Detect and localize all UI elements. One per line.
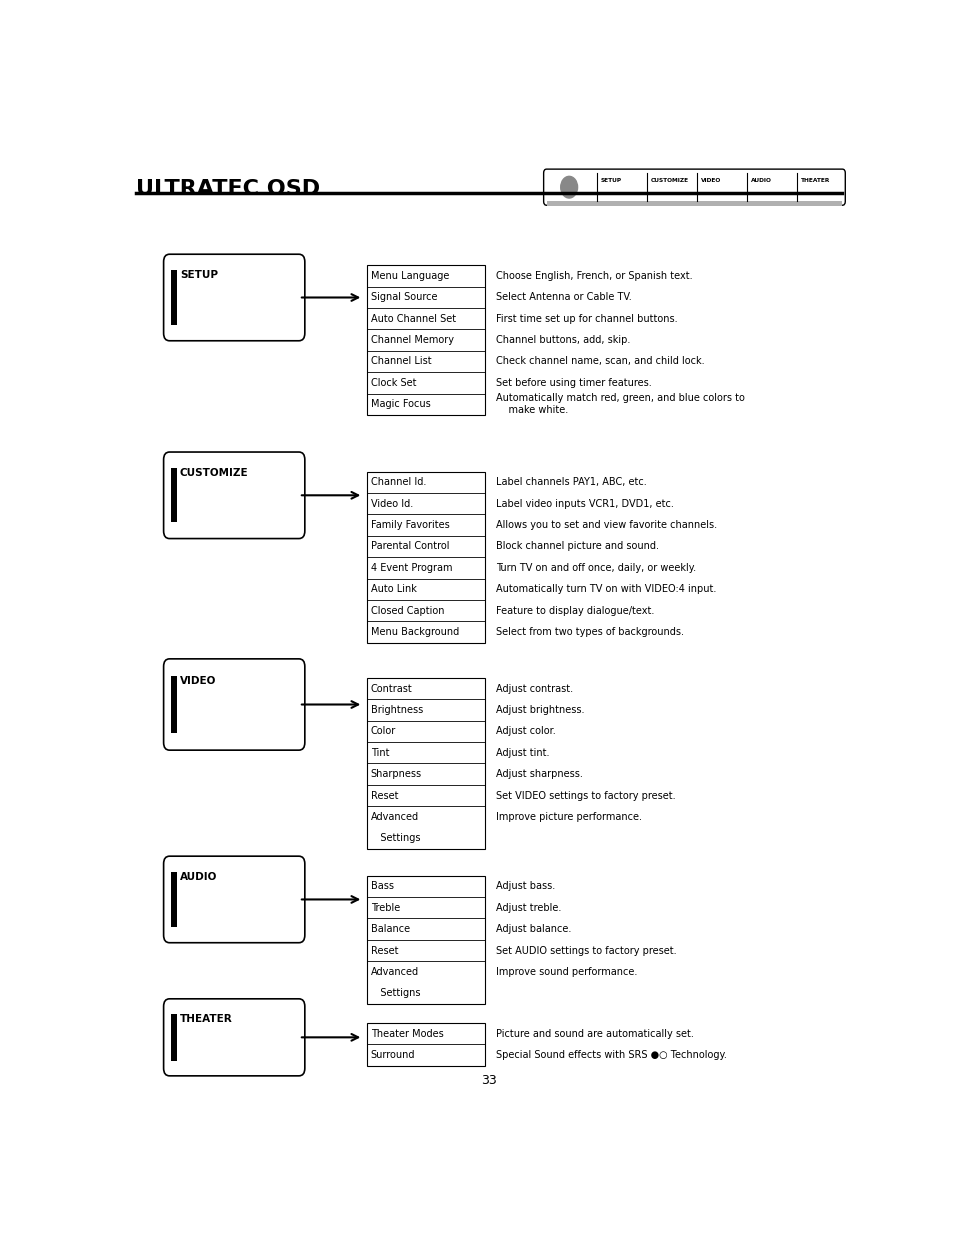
Text: Adjust contrast.: Adjust contrast. [496,684,573,694]
Text: Special Sound effects with SRS ●○ Technology.: Special Sound effects with SRS ●○ Techno… [496,1050,726,1060]
Text: AUDIO: AUDIO [750,178,771,183]
Text: Menu Background: Menu Background [370,627,458,637]
Text: Set AUDIO settings to factory preset.: Set AUDIO settings to factory preset. [496,946,677,956]
Text: Magic Focus: Magic Focus [370,399,430,409]
Text: Reset: Reset [370,946,397,956]
Text: Adjust balance.: Adjust balance. [496,924,571,934]
Text: Adjust brightness.: Adjust brightness. [496,705,584,715]
Text: Channel Memory: Channel Memory [370,335,454,345]
Bar [367,876,485,1004]
Text: Select from two types of backgrounds.: Select from two types of backgrounds. [496,627,683,637]
Text: ULTRATEC OSD: ULTRATEC OSD [135,179,319,199]
Text: 4 Event Program: 4 Event Program [370,563,452,573]
Text: Reset: Reset [370,790,397,800]
Text: VIDEO: VIDEO [700,178,720,183]
Text: Feature to display dialogue/text.: Feature to display dialogue/text. [496,605,654,615]
Text: Adjust color.: Adjust color. [496,726,556,736]
Text: Brightness: Brightness [370,705,422,715]
FancyBboxPatch shape [164,856,305,942]
FancyBboxPatch shape [164,452,305,538]
Bar [171,872,177,926]
Bar [171,270,177,325]
Text: Adjust tint.: Adjust tint. [496,747,549,758]
Circle shape [560,177,577,198]
Text: Advanced: Advanced [370,967,418,977]
FancyBboxPatch shape [164,658,305,750]
Text: Channel Id.: Channel Id. [370,477,426,488]
Text: Label channels PAY1, ABC, etc.: Label channels PAY1, ABC, etc. [496,477,646,488]
Bar [171,468,177,522]
Bar [171,1014,177,1061]
Text: CUSTOMIZE: CUSTOMIZE [650,178,688,183]
Text: Choose English, French, or Spanish text.: Choose English, French, or Spanish text. [496,270,692,280]
Text: Video Id.: Video Id. [370,499,413,509]
Text: Color: Color [370,726,395,736]
Text: First time set up for channel buttons.: First time set up for channel buttons. [496,314,678,324]
Text: Adjust bass.: Adjust bass. [496,882,555,892]
Text: Check channel name, scan, and child lock.: Check channel name, scan, and child lock… [496,357,704,367]
Text: Closed Caption: Closed Caption [370,605,444,615]
Text: 33: 33 [480,1073,497,1087]
Text: Block channel picture and sound.: Block channel picture and sound. [496,541,659,551]
Text: Auto Channel Set: Auto Channel Set [370,314,456,324]
Text: Label video inputs VCR1, DVD1, etc.: Label video inputs VCR1, DVD1, etc. [496,499,674,509]
Text: Channel buttons, add, skip.: Channel buttons, add, skip. [496,335,630,345]
Text: Automatically turn TV on with VIDEO:4 input.: Automatically turn TV on with VIDEO:4 in… [496,584,716,594]
FancyBboxPatch shape [543,169,844,205]
Text: Adjust sharpness.: Adjust sharpness. [496,769,582,779]
Bar [367,1023,485,1066]
Text: Sharpness: Sharpness [370,769,421,779]
Text: Adjust treble.: Adjust treble. [496,903,561,913]
Text: Turn TV on and off once, daily, or weekly.: Turn TV on and off once, daily, or weekl… [496,563,696,573]
Text: AUDIO: AUDIO [180,872,217,882]
Bar [171,676,177,734]
Text: SETUP: SETUP [600,178,621,183]
Text: Parental Control: Parental Control [370,541,449,551]
Text: Set VIDEO settings to factory preset.: Set VIDEO settings to factory preset. [496,790,676,800]
Text: Balance: Balance [370,924,410,934]
Text: Improve sound performance.: Improve sound performance. [496,967,637,977]
Text: Theater Modes: Theater Modes [370,1029,443,1039]
Text: Surround: Surround [370,1050,415,1060]
Text: Treble: Treble [370,903,399,913]
Text: Allows you to set and view favorite channels.: Allows you to set and view favorite chan… [496,520,717,530]
Text: Settigns: Settigns [370,988,419,998]
Text: Channel List: Channel List [370,357,431,367]
FancyBboxPatch shape [164,999,305,1076]
Text: Family Favorites: Family Favorites [370,520,449,530]
Text: Clock Set: Clock Set [370,378,416,388]
Text: THEATER: THEATER [180,1014,233,1024]
Bar [367,266,485,415]
Text: Settings: Settings [370,834,419,844]
Text: THEATER: THEATER [801,178,830,183]
Text: Contrast: Contrast [370,684,412,694]
FancyBboxPatch shape [164,254,305,341]
Text: Tint: Tint [370,747,389,758]
Text: Improve picture performance.: Improve picture performance. [496,811,641,823]
Text: Bass: Bass [370,882,394,892]
Text: Automatically match red, green, and blue colors to
    make white.: Automatically match red, green, and blue… [496,394,744,415]
Bar [367,678,485,848]
Text: Signal Source: Signal Source [370,293,436,303]
Text: CUSTOMIZE: CUSTOMIZE [180,468,248,478]
Text: Menu Language: Menu Language [370,270,449,280]
Text: Set before using timer features.: Set before using timer features. [496,378,652,388]
Bar [546,201,841,206]
Text: Select Antenna or Cable TV.: Select Antenna or Cable TV. [496,293,632,303]
Text: Auto Link: Auto Link [370,584,416,594]
Text: VIDEO: VIDEO [180,676,216,685]
Text: SETUP: SETUP [180,270,217,280]
Text: Picture and sound are automatically set.: Picture and sound are automatically set. [496,1029,694,1039]
Text: Advanced: Advanced [370,811,418,823]
Bar [367,472,485,642]
